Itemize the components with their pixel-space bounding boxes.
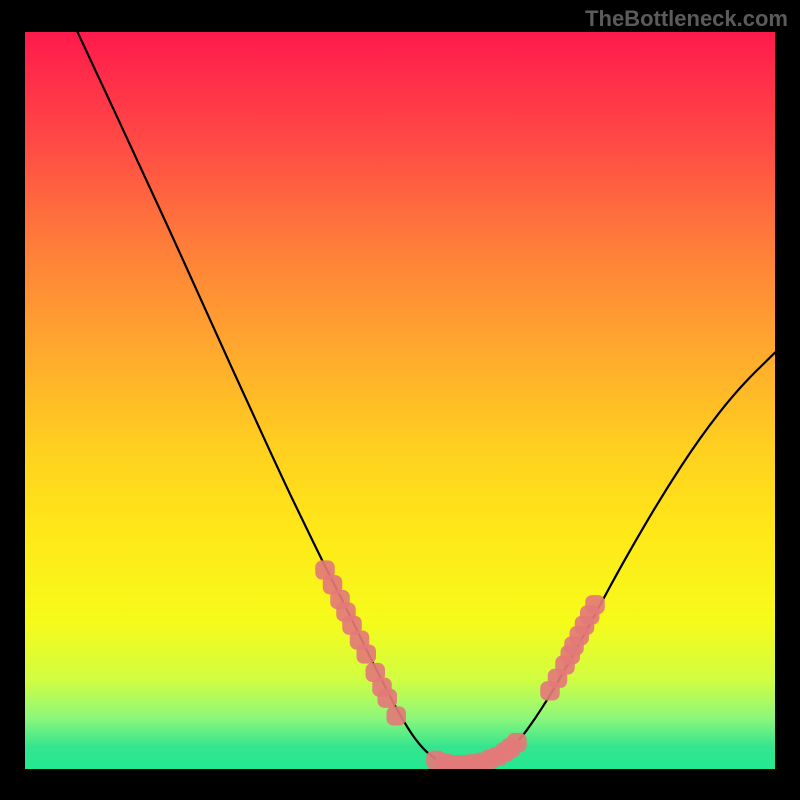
chart-svg bbox=[25, 32, 775, 769]
chart-frame: TheBottleneck.com bbox=[0, 0, 800, 800]
data-marker bbox=[357, 644, 377, 663]
data-marker bbox=[378, 689, 398, 708]
watermark-text: TheBottleneck.com bbox=[585, 6, 788, 32]
gradient-background bbox=[25, 32, 775, 769]
data-marker bbox=[507, 733, 527, 752]
plot-area bbox=[25, 32, 775, 769]
data-marker bbox=[387, 706, 407, 725]
data-marker bbox=[585, 595, 605, 614]
